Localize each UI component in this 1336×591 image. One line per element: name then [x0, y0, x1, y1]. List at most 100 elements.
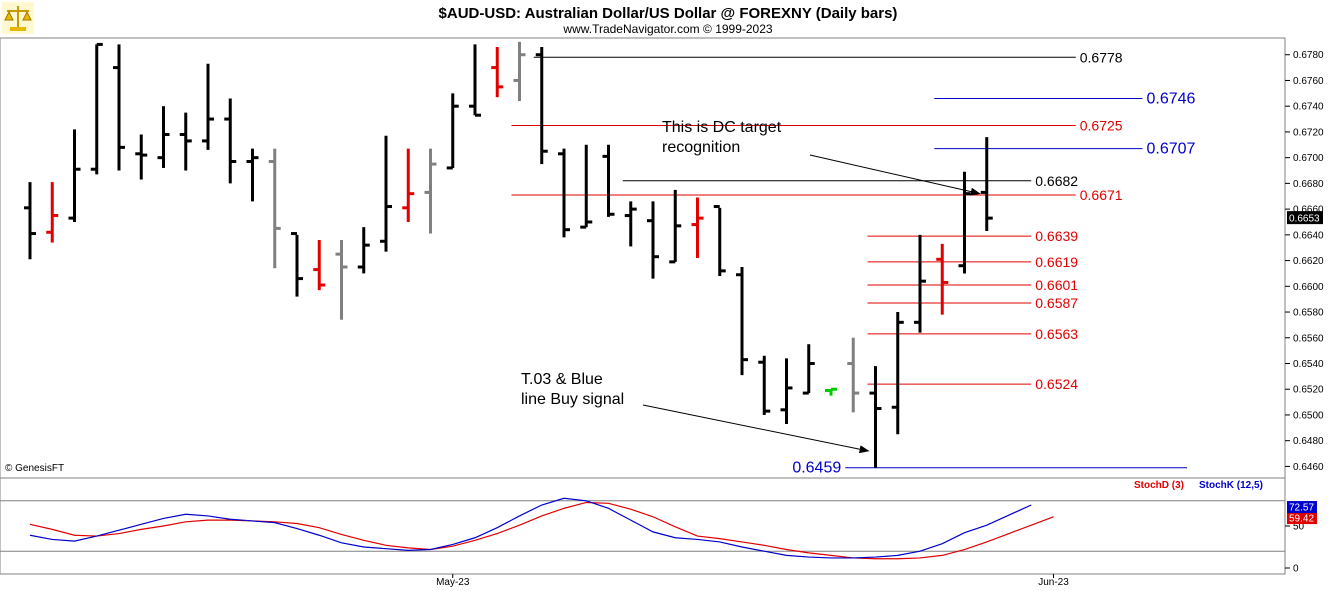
ohlc-bar [246, 148, 259, 202]
ohlc-bar [891, 312, 904, 435]
stoch-last-box [1287, 501, 1317, 514]
stoch-series-line [29, 497, 1032, 559]
annotation-text: This is DC target recognition [662, 119, 782, 156]
level-label: 0.6778 [1080, 49, 1123, 65]
ohlc-bar [113, 44, 125, 171]
ohlc-bar [980, 137, 993, 231]
price-tick-label: 0.6740 [1293, 102, 1324, 113]
ohlc-bar [558, 148, 570, 238]
stochastic-lines [0, 497, 1285, 560]
level-label: 0.6459 [792, 460, 841, 477]
stoch-last-label: 72.57 [1289, 503, 1314, 514]
stoch-tick-label: 50 [1293, 522, 1305, 533]
ohlc-bar [669, 189, 682, 264]
ohlc-bar [268, 148, 281, 269]
price-tick-label: 0.6580 [1293, 308, 1324, 319]
ohlc-bar [602, 144, 615, 217]
ohlc-bar [535, 47, 548, 165]
price-tick-label: 0.6640 [1293, 230, 1324, 241]
price-tick-label: 0.6720 [1293, 127, 1324, 138]
ohlc-bar [691, 197, 704, 258]
ohlc-bar [68, 129, 81, 222]
last-price-box [1287, 211, 1323, 225]
date-axis: May-23 Jun-23 [436, 574, 1069, 588]
ohlc-bar [802, 344, 815, 395]
price-tick-label: 0.6660 [1293, 205, 1324, 216]
ohlc-bar [580, 144, 593, 229]
ohlc-bar [446, 93, 459, 170]
ohlc-bar [624, 201, 637, 247]
ohlc-bar [179, 112, 192, 171]
ohlc-bar [402, 148, 415, 222]
gold-scales-icon [2, 2, 34, 34]
stoch-last-box [1287, 512, 1317, 525]
price-tick-label: 0.6680 [1293, 179, 1324, 190]
stoch-legend-entry: StochK (12,5) [1199, 480, 1263, 491]
level-label: 0.6524 [1035, 376, 1078, 392]
ohlc-bar [202, 63, 214, 150]
price-tick-label: 0.6600 [1293, 282, 1324, 293]
ohlc-bar [758, 355, 771, 415]
chart-title: $AUD-USD: Australian Dollar/US Dollar @ … [439, 5, 898, 22]
date-tick-label: May-23 [436, 577, 470, 588]
annotation-text: T.03 & Blue line Buy signal [521, 371, 624, 408]
ohlc-bar [914, 234, 926, 333]
price-tick-label: 0.6560 [1293, 333, 1324, 344]
ohlc-bar [491, 47, 504, 98]
price-tick-label: 0.6500 [1293, 410, 1324, 421]
last-price-label: 0.6653 [1289, 214, 1320, 225]
annotation-arrow [642, 404, 870, 454]
level-label: 0.6746 [1147, 90, 1196, 107]
ohlc-bar [424, 148, 437, 234]
ohlc-bars [24, 41, 993, 468]
logo [2, 2, 34, 34]
ohlc-bar [24, 182, 36, 260]
level-label: 0.6587 [1035, 295, 1078, 311]
chart-subtitle: www.TradeNavigator.com © 1999-2023 [562, 22, 772, 36]
price-tick-label: 0.6460 [1293, 462, 1324, 473]
level-label: 0.6671 [1080, 187, 1123, 203]
ohlc-bar [825, 387, 837, 396]
ohlc-bar [380, 135, 392, 252]
date-tick-label: Jun-23 [1038, 577, 1069, 588]
ohlc-bar [713, 205, 726, 277]
ohlc-bar [469, 44, 481, 117]
price-tick-label: 0.6540 [1293, 359, 1324, 370]
level-label: 0.6682 [1035, 173, 1078, 189]
level-label: 0.6707 [1147, 141, 1196, 158]
level-label: 0.6563 [1035, 326, 1078, 342]
ohlc-bar [357, 227, 370, 274]
ohlc-bar [513, 41, 526, 102]
price-tick-label: 0.6480 [1293, 436, 1324, 447]
annotations: This is DC target recognition T.03 & Blue l… [521, 119, 981, 454]
stoch-last-label: 59.42 [1289, 514, 1314, 525]
ohlc-bar [847, 337, 860, 413]
ohlc-bar [157, 106, 170, 168]
ohlc-bar [291, 232, 303, 297]
ohlc-bar [313, 239, 326, 291]
ohlc-bar [647, 201, 659, 279]
ohlc-bar [46, 182, 59, 243]
price-tick-label: 0.6700 [1293, 153, 1324, 164]
ohlc-bar [135, 134, 148, 180]
level-label: 0.6619 [1035, 254, 1078, 270]
ohlc-bar [780, 358, 793, 424]
copyright-label: © GenesisFT [5, 463, 64, 474]
ohlc-bar [958, 171, 971, 274]
stoch-legend-entry: StochD (3) [1134, 480, 1184, 491]
price-panel [0, 37, 1286, 479]
stoch-tick-label: 0 [1293, 564, 1299, 575]
price-tick-label: 0.6620 [1293, 256, 1324, 267]
price-tick-label: 0.6760 [1293, 76, 1324, 87]
level-label: 0.6639 [1035, 228, 1078, 244]
price-tick-label: 0.6520 [1293, 385, 1324, 396]
level-label: 0.6601 [1035, 277, 1078, 293]
level-label: 0.6725 [1080, 117, 1123, 133]
ohlc-bar [736, 267, 748, 376]
price-tick-label: 0.6780 [1293, 50, 1324, 61]
ohlc-bar [90, 42, 103, 175]
annotation-arrow [809, 154, 981, 196]
